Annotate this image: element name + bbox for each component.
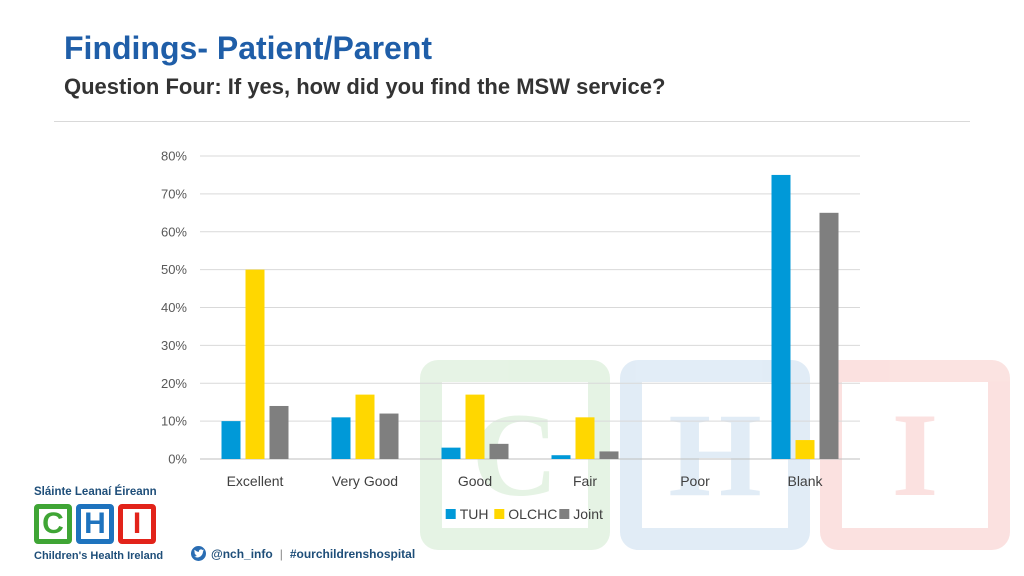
bar-tuh (331, 417, 351, 459)
logo-english-text: Children's Health Ireland (34, 550, 164, 562)
y-tick-label: 70% (161, 186, 187, 201)
legend-swatch-olchc (494, 509, 505, 519)
bar-olchc (245, 269, 265, 459)
bar-tuh (441, 447, 461, 459)
y-tick-label: 30% (161, 338, 187, 353)
bar-joint (489, 443, 509, 459)
watermark-letter-h: H (620, 360, 810, 550)
bar-olchc (795, 440, 815, 459)
y-tick-label: 60% (161, 224, 187, 239)
x-tick-label: Good (458, 473, 492, 489)
social-footer: @nch_info | #ourchildrenshospital (191, 546, 415, 561)
logo-irish-text: Sláinte Leanaí Éireann (34, 486, 157, 498)
y-tick-label: 20% (161, 376, 187, 391)
legend-label-olchc: OLCHC (508, 506, 557, 522)
bar-olchc (465, 394, 485, 459)
bar-olchc (575, 417, 595, 459)
legend-label-tuh: TUH (460, 506, 489, 522)
x-tick-label: Poor (680, 473, 710, 489)
logo-letter-c: C (34, 504, 72, 544)
footer-separator: | (279, 546, 283, 561)
bar-tuh (771, 174, 791, 459)
hashtag: #ourchildrenshospital (289, 546, 416, 561)
bar-olchc (355, 394, 375, 459)
bar-joint (819, 212, 839, 459)
page-subtitle: Question Four: If yes, how did you find … (64, 74, 666, 99)
x-tick-label: Blank (787, 473, 823, 489)
page-title: Findings- Patient/Parent (64, 30, 433, 66)
x-tick-label: Fair (573, 473, 597, 489)
logo-letter-h: H (76, 504, 114, 544)
y-tick-label: 0% (168, 452, 187, 467)
x-tick-label: Very Good (332, 473, 398, 489)
y-tick-label: 80% (161, 149, 187, 164)
twitter-handle: @nch_info (211, 546, 273, 561)
x-tick-label: Excellent (227, 473, 284, 489)
bar-tuh (221, 421, 241, 459)
header-divider (54, 121, 970, 122)
y-tick-label: 40% (161, 300, 187, 315)
legend-swatch-joint (559, 509, 570, 519)
bar-joint (599, 451, 619, 459)
chi-logo: Sláinte Leanaí Éireann C H I Children's … (34, 486, 164, 562)
y-tick-label: 10% (161, 414, 187, 429)
legend-label-joint: Joint (573, 506, 603, 522)
bar-joint (379, 413, 399, 459)
logo-letter-i: I (118, 504, 156, 544)
twitter-icon (191, 546, 206, 561)
watermark-letter-c: C (420, 360, 610, 550)
y-tick-label: 50% (161, 262, 187, 277)
legend-swatch-tuh (445, 509, 456, 519)
bar-joint (269, 405, 289, 459)
logo-letter-row: C H I (34, 504, 164, 544)
bar-tuh (551, 455, 571, 459)
